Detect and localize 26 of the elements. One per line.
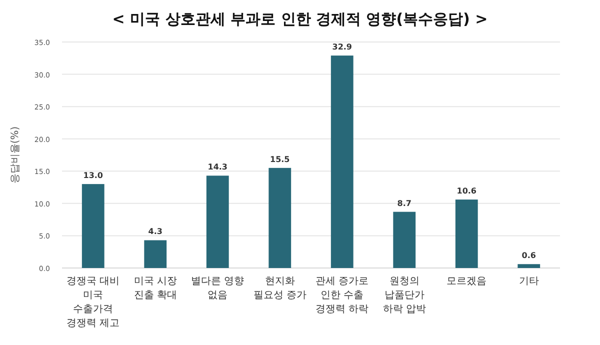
data-label: 14.3 — [208, 162, 228, 172]
bar — [455, 200, 478, 268]
data-label: 10.6 — [456, 186, 477, 196]
x-tick-label: 별다른 영향 없음 — [191, 276, 244, 301]
bar — [82, 184, 104, 268]
bar — [518, 264, 540, 268]
data-label: 15.5 — [270, 154, 290, 164]
chart-title: < 미국 상호관세 부과로 인한 경제적 영향(복수응답) > — [112, 10, 488, 28]
x-tick-label: 경쟁국 대비 미국 수출가격 경쟁력 제고 — [66, 276, 120, 329]
bar — [393, 212, 416, 268]
x-tick-label: 현지화 필요성 증가 — [253, 276, 306, 301]
bar — [144, 240, 167, 268]
bar — [330, 56, 354, 268]
bar — [206, 176, 229, 268]
x-tick-label: 관세 증가로 인한 수출 경쟁력 하락 — [316, 276, 369, 315]
data-label: 13.0 — [83, 171, 104, 180]
x-tick-label: 미국 시장 진출 확대 — [134, 276, 177, 301]
x-tick-label: 원청의 납품단가 하락 압박 — [382, 276, 426, 315]
x-tick-label: 모르겠음 — [446, 276, 487, 287]
data-label: 8.7 — [397, 198, 412, 208]
x-tick-label: 기타 — [518, 276, 539, 287]
data-label: 32.9 — [332, 42, 352, 52]
data-label: 4.3 — [148, 227, 162, 236]
data-label: 0.6 — [522, 251, 536, 260]
y-axis-title: 응답비율(%) — [10, 126, 21, 184]
bar — [268, 168, 292, 268]
